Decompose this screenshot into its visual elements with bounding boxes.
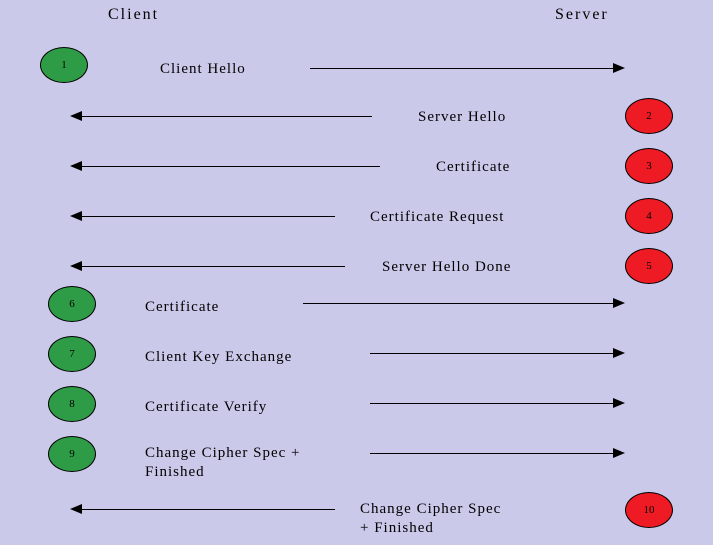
step-label-5: Server Hello Done [382,258,511,277]
step-node-8: 8 [48,386,96,422]
step-label-6: Certificate [145,298,219,317]
step-label-7: Client Key Exchange [145,348,292,367]
step-label-8: Certificate Verify [145,398,267,417]
step-arrowhead-8 [613,398,625,408]
step-node-2: 2 [625,98,673,134]
step-label-9: Change Cipher Spec + Finished [145,444,301,482]
step-node-9: 9 [48,436,96,472]
step-label-4: Certificate Request [370,208,504,227]
step-label-2: Server Hello [418,108,506,127]
step-arrow-5 [80,266,345,267]
step-node-7: 7 [48,336,96,372]
step-arrowhead-5 [70,261,82,271]
step-label-10: Change Cipher Spec + Finished [360,500,501,538]
step-node-1: 1 [40,47,88,83]
step-arrow-1 [310,68,615,69]
step-node-3: 3 [625,148,673,184]
ssl-handshake-diagram: Client Server 1 Client Hello 2 Server Hello… [0,0,713,545]
step-arrowhead-4 [70,211,82,221]
step-arrowhead-2 [70,111,82,121]
step-node-5: 5 [625,248,673,284]
step-arrow-7 [370,353,615,354]
step-node-10: 10 [625,492,673,528]
step-arrow-4 [80,216,335,217]
step-arrow-2 [80,116,372,117]
header-server: Server [555,6,609,24]
step-arrowhead-7 [613,348,625,358]
step-label-3: Certificate [436,158,510,177]
step-arrowhead-10 [70,504,82,514]
step-node-6: 6 [48,286,96,322]
step-arrowhead-6 [613,298,625,308]
step-arrowhead-3 [70,161,82,171]
step-arrow-9 [370,453,615,454]
step-arrowhead-1 [613,63,625,73]
step-node-4: 4 [625,198,673,234]
step-arrow-6 [303,303,615,304]
step-arrowhead-9 [613,448,625,458]
header-client: Client [108,6,159,24]
step-arrow-8 [370,403,615,404]
step-arrow-10 [80,509,335,510]
step-arrow-3 [80,166,380,167]
step-label-1: Client Hello [160,60,246,79]
